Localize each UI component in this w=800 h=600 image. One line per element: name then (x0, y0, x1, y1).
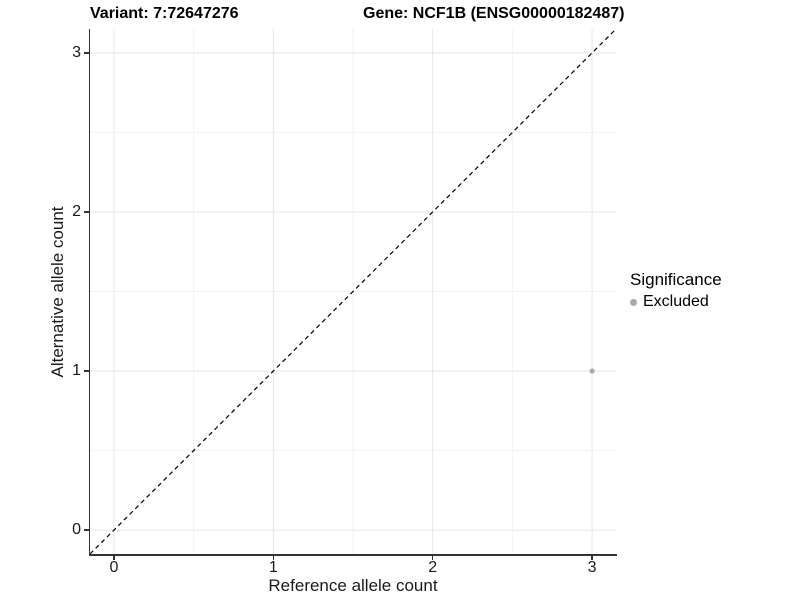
legend-point-icon (630, 298, 637, 306)
x-tick-label: 2 (428, 559, 438, 576)
x-tick-mark (431, 555, 434, 560)
gene-title: Gene: NCF1B (ENSG00000182487) (363, 5, 625, 22)
plot-panel (89, 28, 617, 555)
y-axis-line (88, 29, 90, 556)
y-tick-label: 3 (72, 43, 81, 61)
y-tick-label: 2 (72, 202, 81, 220)
y-tick-mark (84, 211, 89, 213)
y-tick-label: 1 (72, 362, 81, 380)
y-tick-mark (84, 529, 89, 531)
x-tick-label: 1 (268, 559, 278, 576)
y-axis-label: Alternative allele count (48, 206, 67, 378)
x-tick-mark (113, 555, 115, 560)
legend: Significance Excluded (630, 270, 722, 311)
x-axis-line (88, 554, 617, 556)
plot-canvas (89, 28, 617, 555)
variant-title: Variant: 7:72647276 (90, 5, 239, 22)
legend-item-label: Excluded (643, 293, 709, 310)
x-tick-label: 0 (109, 559, 119, 576)
x-tick-mark (272, 555, 275, 560)
x-axis-label: Reference allele count (268, 576, 438, 595)
x-tick-label: 3 (587, 559, 597, 576)
y-tick-label: 0 (72, 521, 81, 539)
y-tick-mark (84, 52, 89, 54)
legend-item-excluded: Excluded (630, 293, 722, 311)
x-tick-mark (591, 555, 593, 560)
y-tick-mark (84, 370, 89, 372)
identity-line (89, 28, 617, 555)
legend-title: Significance (630, 270, 722, 289)
data-point (589, 368, 595, 374)
